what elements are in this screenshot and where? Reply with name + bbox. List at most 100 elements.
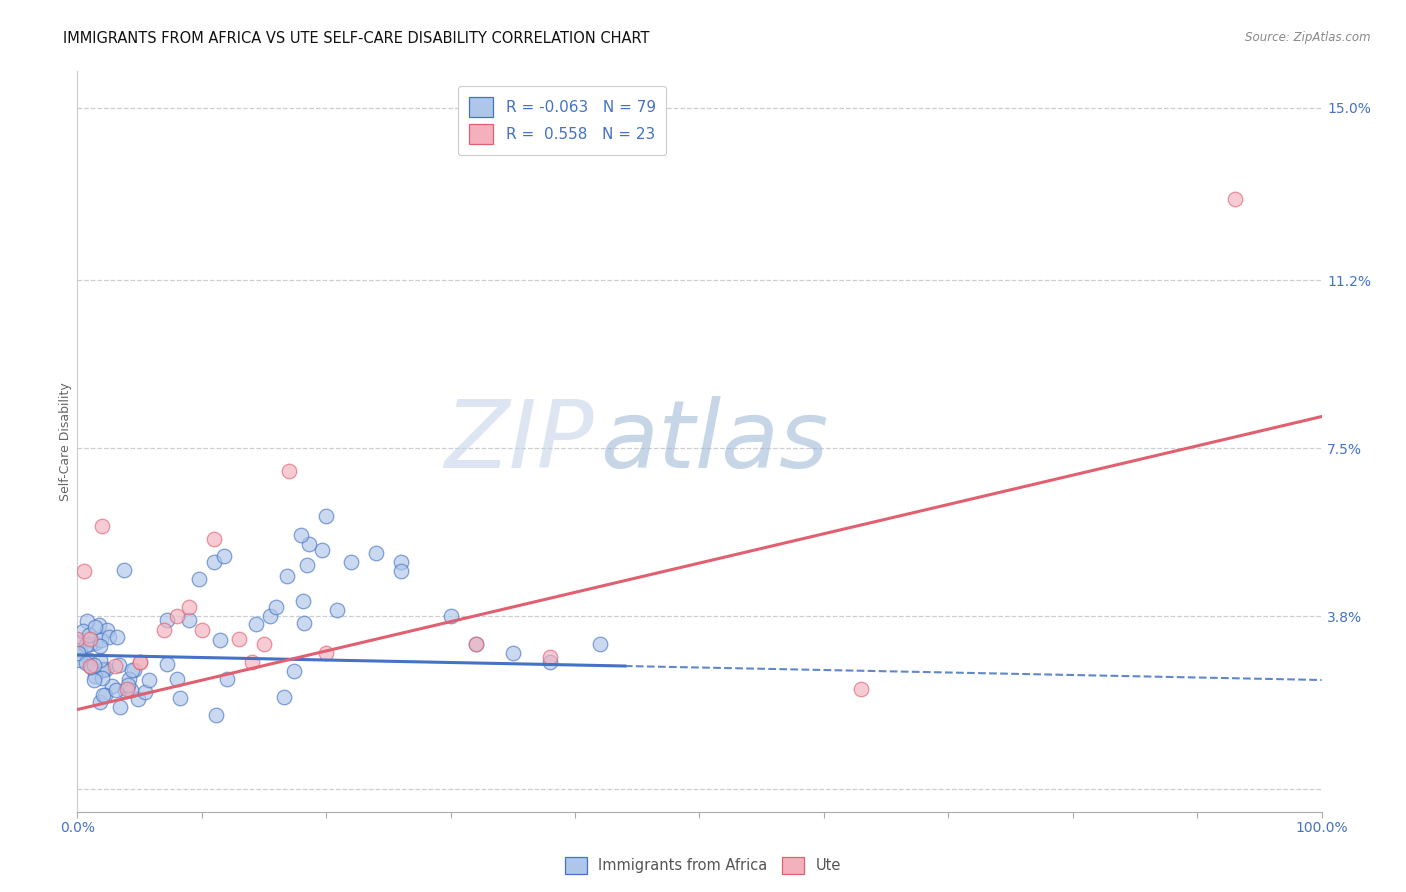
- Point: [76, 615, 98, 629]
- Point: [91, 661, 114, 675]
- Point: [128, 655, 150, 669]
- Point: [202, 532, 225, 546]
- Point: [292, 594, 315, 608]
- Point: [204, 707, 226, 722]
- Point: [90, 632, 112, 647]
- Point: [156, 657, 179, 672]
- Point: [75, 638, 97, 652]
- Point: [389, 555, 412, 569]
- Legend: Immigrants from Africa, Ute: Immigrants from Africa, Ute: [560, 851, 846, 880]
- Point: [298, 537, 321, 551]
- Point: [128, 655, 150, 669]
- Point: [325, 603, 347, 617]
- Point: [115, 682, 138, 697]
- Text: IMMIGRANTS FROM AFRICA VS UTE SELF-CARE DISABILITY CORRELATION CHART: IMMIGRANTS FROM AFRICA VS UTE SELF-CARE …: [63, 31, 650, 46]
- Point: [166, 672, 188, 686]
- Point: [69, 635, 91, 649]
- Point: [156, 614, 179, 628]
- Point: [217, 672, 239, 686]
- Point: [315, 646, 337, 660]
- Point: [283, 664, 305, 678]
- Point: [108, 700, 131, 714]
- Point: [80, 659, 103, 673]
- Point: [100, 679, 122, 693]
- Point: [277, 464, 299, 478]
- Point: [538, 655, 561, 669]
- Point: [118, 672, 141, 686]
- Point: [208, 632, 231, 647]
- Point: [79, 628, 101, 642]
- Point: [83, 669, 105, 683]
- Point: [179, 613, 201, 627]
- Point: [117, 678, 139, 692]
- Legend: R = -0.063   N = 79, R =  0.558   N = 23: R = -0.063 N = 79, R = 0.558 N = 23: [458, 87, 666, 154]
- Point: [107, 658, 129, 673]
- Point: [228, 632, 250, 647]
- Y-axis label: Self-Care Disability: Self-Care Disability: [59, 382, 72, 501]
- Point: [69, 652, 91, 666]
- Point: [153, 623, 176, 637]
- Point: [87, 618, 110, 632]
- Text: atlas: atlas: [600, 396, 828, 487]
- Point: [105, 683, 128, 698]
- Point: [138, 673, 160, 688]
- Text: ZIP: ZIP: [444, 396, 593, 487]
- Point: [315, 509, 337, 524]
- Point: [91, 663, 114, 677]
- Point: [273, 690, 295, 704]
- Point: [66, 632, 89, 647]
- Point: [276, 569, 298, 583]
- Point: [96, 623, 118, 637]
- Point: [295, 558, 318, 573]
- Point: [212, 549, 235, 563]
- Point: [253, 637, 276, 651]
- Point: [245, 617, 267, 632]
- Point: [120, 683, 142, 698]
- Point: [90, 671, 112, 685]
- Point: [202, 555, 225, 569]
- Point: [340, 555, 363, 569]
- Point: [188, 572, 211, 586]
- Point: [389, 564, 412, 578]
- Point: [122, 663, 145, 677]
- Point: [83, 658, 105, 673]
- Point: [240, 655, 263, 669]
- Point: [112, 563, 135, 577]
- Point: [502, 646, 524, 660]
- Point: [79, 659, 101, 673]
- Point: [1223, 192, 1246, 206]
- Point: [89, 695, 111, 709]
- Point: [83, 673, 105, 687]
- Point: [127, 691, 149, 706]
- Point: [91, 518, 114, 533]
- Point: [84, 636, 107, 650]
- Point: [96, 662, 118, 676]
- Point: [105, 630, 128, 644]
- Point: [77, 653, 100, 667]
- Point: [89, 639, 111, 653]
- Point: [538, 650, 561, 665]
- Point: [364, 546, 387, 560]
- Point: [311, 542, 333, 557]
- Point: [91, 688, 114, 702]
- Point: [79, 632, 101, 647]
- Point: [67, 647, 90, 661]
- Point: [166, 609, 188, 624]
- Point: [114, 684, 136, 698]
- Point: [179, 600, 201, 615]
- Point: [851, 682, 873, 697]
- Point: [94, 689, 117, 703]
- Point: [72, 564, 94, 578]
- Point: [439, 609, 461, 624]
- Point: [72, 624, 94, 638]
- Point: [75, 656, 97, 670]
- Point: [134, 685, 156, 699]
- Point: [121, 663, 143, 677]
- Point: [464, 637, 486, 651]
- Point: [266, 600, 288, 615]
- Point: [79, 637, 101, 651]
- Point: [589, 637, 612, 651]
- Point: [259, 609, 281, 624]
- Point: [464, 637, 486, 651]
- Point: [290, 527, 312, 541]
